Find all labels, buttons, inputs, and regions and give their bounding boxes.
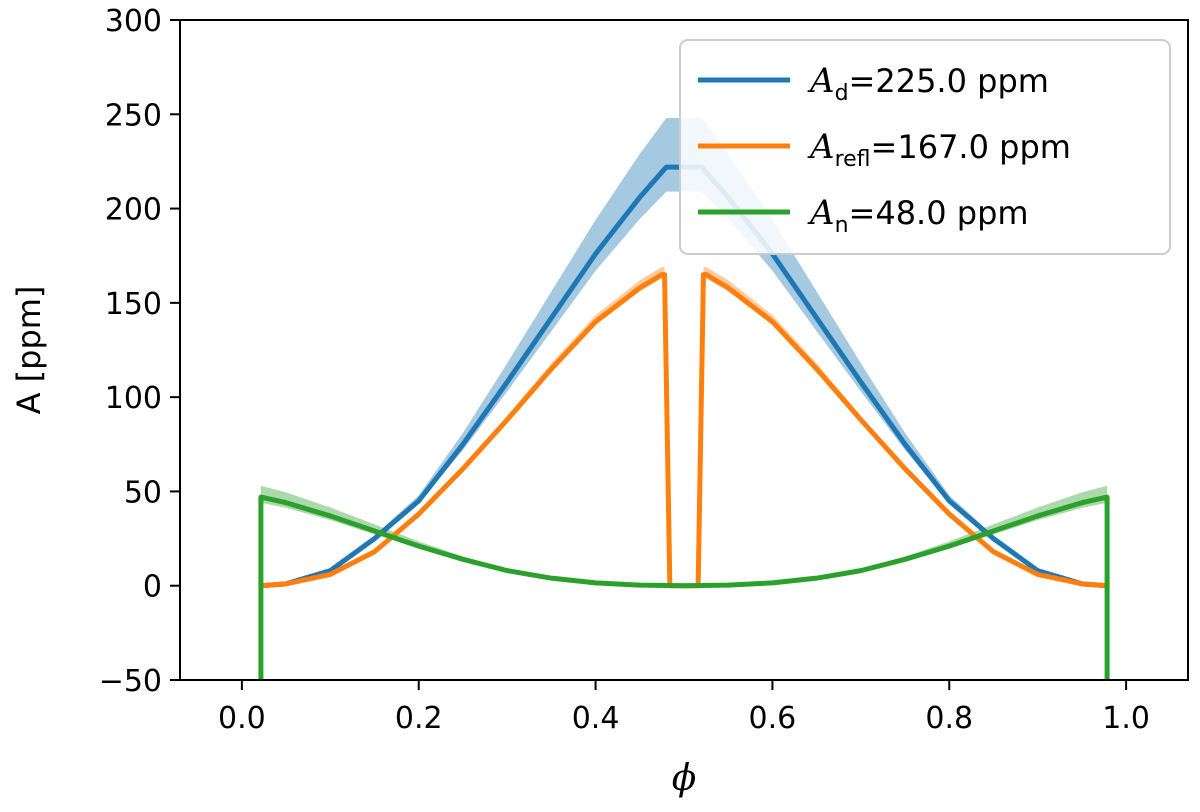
legend-subscript: d: [835, 81, 849, 106]
y-tick-label: 50: [124, 475, 162, 510]
legend-symbol: A: [807, 127, 835, 167]
plot-frame: [179, 19, 1189, 681]
legend-symbol: A: [807, 193, 835, 233]
band-n: [260, 485, 1108, 680]
x-axis-label: ϕ: [672, 758, 697, 799]
legend-value: =225.0 ppm: [849, 62, 1049, 100]
y-tick-label: −50: [99, 664, 162, 699]
legend-symbol: A: [807, 61, 835, 101]
legend-value: =167.0 ppm: [871, 128, 1071, 166]
series-line-refl: [260, 272, 1108, 589]
legend-entry-n: An=48.0 ppm: [807, 193, 1029, 238]
y-tick-label: 200: [105, 193, 162, 228]
x-tick-label: 0.0: [218, 701, 266, 736]
y-tick-label: 300: [105, 4, 162, 39]
x-tick-label: 1.0: [1102, 701, 1150, 736]
y-tick-label: 100: [105, 381, 162, 416]
y-axis-label: A [ppm]: [10, 286, 48, 415]
x-tick-label: 0.6: [749, 701, 797, 736]
y-tick-label: 250: [105, 98, 162, 133]
x-axis-ticks: 0.0 0.2 0.4 0.6 0.8 1.0: [218, 680, 1150, 736]
y-axis-ticks: −50 0 50 100 150 200 250 300: [99, 4, 180, 699]
x-tick-label: 0.2: [395, 701, 443, 736]
legend-value: =48.0 ppm: [849, 194, 1029, 232]
legend-entry-refl: Arefl=167.0 ppm: [807, 127, 1071, 172]
legend-subscript: n: [835, 213, 849, 238]
x-tick-label: 0.8: [925, 701, 973, 736]
x-tick-label: 0.4: [572, 701, 620, 736]
legend-box: [679, 39, 1171, 255]
y-tick-label: 150: [105, 287, 162, 322]
y-tick-label: 0: [143, 570, 162, 605]
legend-subscript: refl: [835, 147, 871, 172]
series-line-n: [258, 494, 1110, 680]
legend-entry-d: Ad=225.0 ppm: [807, 61, 1049, 106]
